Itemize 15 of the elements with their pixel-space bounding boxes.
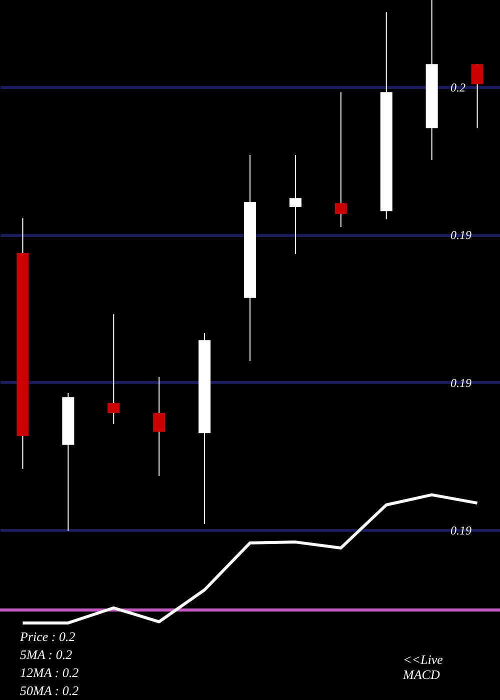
y-tick-label: 0.2 [450, 80, 466, 95]
annotation: <<Live MACD [402, 652, 444, 682]
line-series [21, 493, 479, 624]
annotation: Price : 0.2 [19, 629, 76, 644]
annotation: 50MA : 0.2 [20, 683, 80, 698]
annotation: 12MA : 0.2 [20, 665, 80, 680]
candlestick [334, 92, 347, 228]
annotation: 5MA : 0.2 [20, 647, 73, 662]
candlestick [471, 64, 484, 129]
y-tick-label: 0.19 [450, 228, 472, 242]
y-tick-label: 0.19 [450, 376, 472, 390]
candlestick [289, 154, 302, 254]
y-tick-label: 0.19 [450, 523, 472, 538]
candlestick [153, 376, 166, 476]
candlestick [108, 314, 120, 424]
